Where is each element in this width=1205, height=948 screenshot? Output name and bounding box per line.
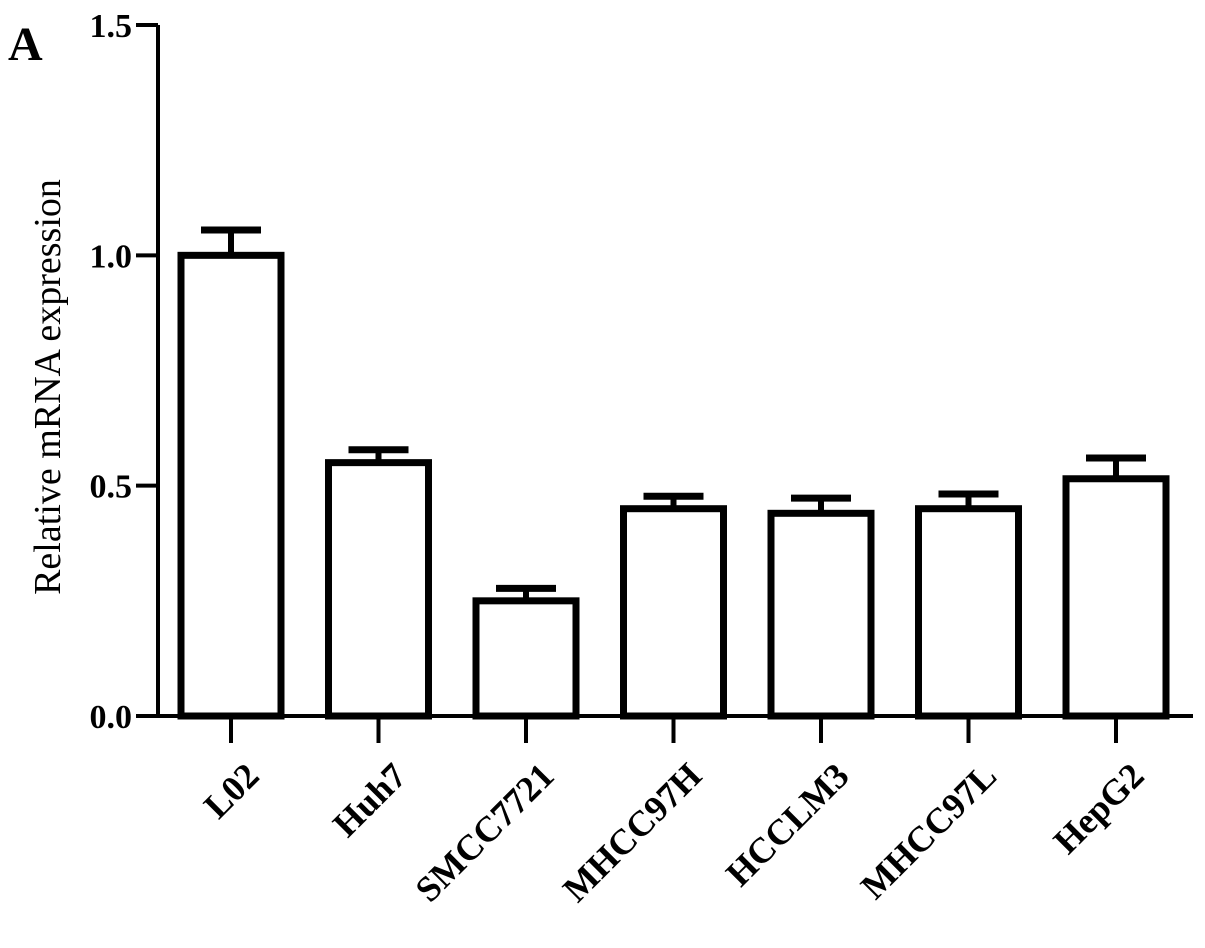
y-ticks-layer: 0.0 0.5 1.0 1.5 [90,8,158,736]
bar-mhcc97h [620,505,727,720]
y-tick-label: 1.0 [90,238,133,275]
x-tick-label: MHCC97L [853,755,1004,906]
bar-l02 [177,251,285,720]
y-tick-label: 0.5 [90,469,133,506]
bar-smcc7721 [472,597,580,720]
x-tick-label: MHCC97H [555,755,709,909]
panel-label: A [8,18,43,71]
x-tick-label: HCCLM3 [718,755,857,894]
y-tick-label: 0.0 [90,699,133,736]
x-tick-label: SMCC7721 [408,755,562,909]
x-tick-label: HepG2 [1046,755,1152,861]
bar-huh7 [325,459,432,720]
bar-hepg2 [1062,475,1170,720]
bar-hcclm3 [767,509,875,720]
x-tick-label: Huh7 [325,755,414,844]
y-axis-label: Relative mRNA expression [27,179,69,595]
x-tick-label: L02 [196,755,267,826]
bar-mhcc97l [915,505,1022,720]
bars-layer [177,226,1170,720]
y-tick-label: 1.5 [90,8,133,45]
